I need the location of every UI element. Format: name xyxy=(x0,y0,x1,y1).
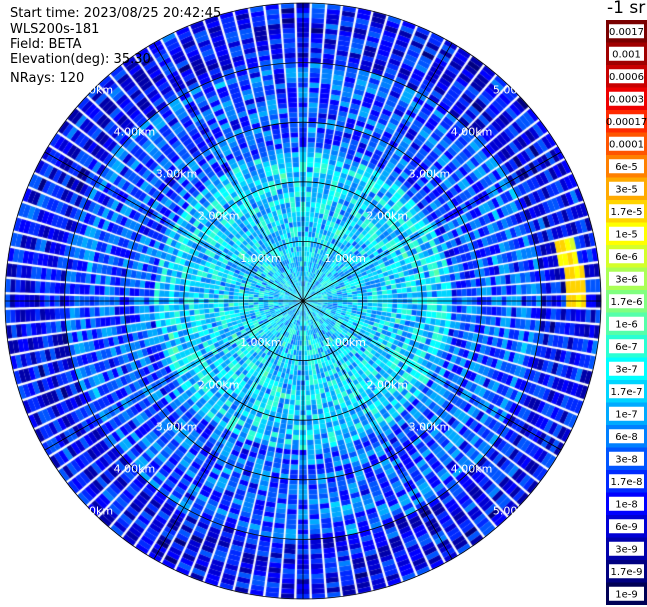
colorbar-label: 1e-8 xyxy=(615,499,638,510)
colorbar-label-box xyxy=(609,316,644,331)
instrument-label: WLS200s-181 xyxy=(10,22,100,37)
colorbar-label-box xyxy=(609,159,644,174)
elevation-label: Elevation(deg): 35.30 xyxy=(10,52,151,67)
colorbar-label-box xyxy=(609,249,644,264)
colorbar-label-box xyxy=(609,339,644,354)
ring-label: 5.00km xyxy=(71,505,113,518)
ring-label: 5.00km xyxy=(71,83,113,96)
azimuth-spoke xyxy=(302,42,453,302)
colorbar-label: 0.0017 xyxy=(609,27,644,38)
azimuth-spoke xyxy=(153,42,304,302)
colorbar-label-box xyxy=(609,496,644,511)
colorbar-label-box xyxy=(609,69,644,84)
colorbar-label-box xyxy=(609,429,644,444)
colorbar-label-box xyxy=(609,24,644,39)
ring-label: 1.00km xyxy=(240,252,282,265)
colorbar-label: 0.0006 xyxy=(609,72,644,83)
colorbar-label: 3e-8 xyxy=(615,454,638,465)
colorbar-label-box xyxy=(609,541,644,556)
ring-label: 3.00km xyxy=(409,420,451,433)
azimuth-spoke xyxy=(302,300,562,451)
colorbar-label-box xyxy=(609,136,644,151)
colorbar-label-box xyxy=(609,271,644,286)
colorbar-label-box xyxy=(609,519,644,534)
colorbar-label: 1e-7 xyxy=(615,409,638,420)
colorbar-label-box xyxy=(609,204,644,219)
ring-label: 4.00km xyxy=(451,125,493,138)
colorbar-label-box xyxy=(609,474,644,489)
colorbar-label: 0.00017 xyxy=(606,117,647,128)
ring-label: 5.00km xyxy=(493,83,535,96)
azimuth-spoke xyxy=(44,300,304,451)
colorbar-label: 0.001 xyxy=(612,49,641,60)
colorbar-label-box xyxy=(609,384,644,399)
colorbar-label: 1.7e-6 xyxy=(610,297,642,308)
colorbar-label: 6e-5 xyxy=(615,162,638,173)
field-label: Field: BETA xyxy=(10,37,82,52)
azimuth-spoke xyxy=(153,300,304,560)
ring-label: 3.00km xyxy=(156,420,198,433)
colorbar-label-box xyxy=(609,586,644,601)
ring-label: 1.00km xyxy=(240,336,282,349)
colorbar-label: 0.0001 xyxy=(609,139,644,150)
colorbar-label: 3e-5 xyxy=(615,184,638,195)
ring-label: 3.00km xyxy=(409,168,451,181)
colorbar-label-box xyxy=(609,226,644,241)
colorbar-title: -1 sr xyxy=(607,0,646,18)
colorbar-label-box xyxy=(609,406,644,421)
azimuth-spoke xyxy=(302,300,453,560)
ring-label: 4.00km xyxy=(114,463,156,476)
colorbar-label: 3e-6 xyxy=(615,274,638,285)
azimuth-spoke xyxy=(302,151,562,302)
colorbar-label: 6e-9 xyxy=(615,522,638,533)
colorbar-label: 1.7e-9 xyxy=(610,567,642,578)
colorbar-label: 1.7e-5 xyxy=(610,207,642,218)
colorbar-label: 1.7e-7 xyxy=(610,387,642,398)
colorbar-label: 6e-7 xyxy=(615,342,638,353)
ring-label: 4.00km xyxy=(451,463,493,476)
colorbar-label-box xyxy=(609,46,644,61)
start-time-label: Start time: 2023/08/25 20:42:45 xyxy=(10,6,222,21)
colorbar-label-box xyxy=(609,91,644,106)
nrays-label: NRays: 120 xyxy=(10,71,85,86)
colorbar-label-box xyxy=(609,564,644,579)
ring-label: 2.00km xyxy=(198,378,240,391)
ring-label: 4.00km xyxy=(114,125,156,138)
colorbar-label-box xyxy=(609,181,644,196)
colorbar-label: 1e-9 xyxy=(615,589,638,600)
colorbar-label: 6e-8 xyxy=(615,432,638,443)
colorbar: 0.0017 0.001 0.0006 0.0003 0.00017 0.0001 6e-5… xyxy=(606,20,647,605)
ring-label: 2.00km xyxy=(198,210,240,223)
ring-label: 2.00km xyxy=(366,210,408,223)
colorbar-label-box xyxy=(609,294,644,309)
colorbar-label: 0.0003 xyxy=(609,94,644,105)
colorbar-label: 1.7e-8 xyxy=(610,477,642,488)
ring-label: 1.00km xyxy=(324,252,366,265)
azimuth-spoke xyxy=(44,151,304,302)
ring-label: 5.00km xyxy=(493,505,535,518)
colorbar-label-box xyxy=(609,361,644,376)
colorbar-label: 1e-5 xyxy=(615,229,638,240)
colorbar-label-box xyxy=(609,114,644,129)
colorbar-label: 3e-9 xyxy=(615,544,638,555)
colorbar-label: 1e-6 xyxy=(615,319,638,330)
colorbar-label-box xyxy=(609,451,644,466)
ring-label: 3.00km xyxy=(156,168,198,181)
ring-label: 2.00km xyxy=(366,378,408,391)
ring-label: 1.00km xyxy=(324,336,366,349)
colorbar-label: 6e-6 xyxy=(615,252,638,263)
colorbar-label: 3e-7 xyxy=(615,364,638,375)
